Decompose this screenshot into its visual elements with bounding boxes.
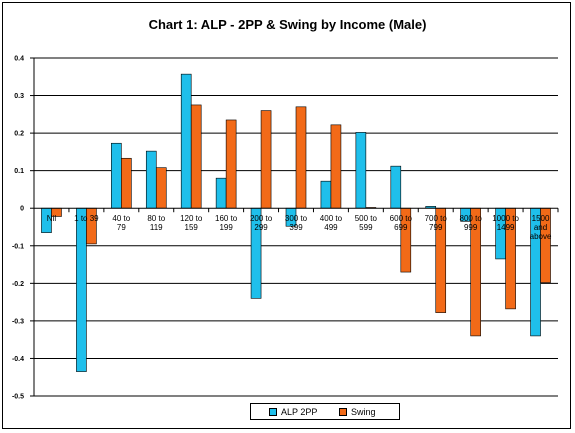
- category-label: 79: [117, 223, 126, 232]
- bar-alp-2pp: [320, 180, 332, 209]
- y-tick-label: -0.3: [12, 318, 24, 325]
- category-label: 40 to: [112, 214, 130, 223]
- category-label: 1499: [497, 223, 515, 232]
- category-label: 160 to: [215, 214, 238, 223]
- legend-item-swing: Swing: [339, 407, 376, 417]
- category-label: 500 to: [355, 214, 378, 223]
- bar-swing: [225, 119, 237, 209]
- bar-alp-2pp: [145, 150, 157, 209]
- category-label: 599: [359, 223, 373, 232]
- y-tick-label: 0.2: [14, 131, 24, 138]
- bar-alp-2pp: [355, 132, 367, 209]
- bar-alp-2pp: [180, 73, 192, 209]
- category-label: 1000 to: [492, 214, 519, 223]
- bar-swing: [155, 167, 167, 209]
- legend-swatch-alp-2pp: [269, 408, 277, 416]
- y-tick-label: -0.4: [12, 356, 24, 363]
- y-tick-label: 0.1: [14, 168, 24, 175]
- category-label: 120 to: [180, 214, 203, 223]
- bar-alp-2pp: [390, 165, 402, 209]
- category-label: 199: [219, 223, 233, 232]
- category-label: 1500: [532, 214, 550, 223]
- category-label: 699: [394, 223, 408, 232]
- category-label: 700 to: [425, 214, 448, 223]
- category-label: and: [534, 223, 547, 232]
- bar-swing: [330, 124, 342, 209]
- category-label: 299: [254, 223, 268, 232]
- legend-item-alp-2pp: ALP 2PP: [269, 407, 317, 417]
- bar-alp-2pp: [111, 142, 122, 209]
- chart-title: Chart 1: ALP - 2PP & Swing by Income (Ma…: [148, 17, 427, 32]
- category-label: 300 to: [285, 214, 308, 223]
- category-label: 400 to: [320, 214, 343, 223]
- category-label: 800 to: [460, 214, 483, 223]
- category-label: 999: [464, 223, 478, 232]
- y-tick-label: -0.2: [12, 281, 24, 288]
- legend-label-alp-2pp: ALP 2PP: [281, 407, 318, 417]
- category-label: Nil: [47, 214, 57, 223]
- category-label: 1 to 39: [74, 214, 99, 223]
- bar-swing: [121, 157, 132, 209]
- legend-swatch-swing: [339, 408, 347, 416]
- category-label: 600 to: [390, 214, 413, 223]
- y-tick-label: 0.3: [14, 93, 24, 100]
- y-tick-label: 0: [20, 206, 24, 213]
- bar-alp-2pp: [76, 207, 87, 372]
- category-label: 200 to: [250, 214, 273, 223]
- category-label: above: [530, 232, 552, 241]
- category-label: 799: [429, 223, 443, 232]
- bar-swing: [260, 110, 272, 209]
- category-label: 159: [185, 223, 199, 232]
- legend-label-swing: Swing: [351, 407, 376, 417]
- legend: ALP 2PP Swing: [250, 403, 400, 420]
- category-label: 80 to: [147, 214, 165, 223]
- category-label: 499: [324, 223, 338, 232]
- category-label: 399: [289, 223, 303, 232]
- y-tick-label: -0.1: [12, 243, 24, 250]
- category-label: 119: [150, 223, 163, 232]
- bar-swing: [295, 106, 307, 209]
- y-tick-label: -0.5: [12, 394, 24, 401]
- y-tick-label: 0.4: [14, 56, 24, 63]
- bar-swing: [190, 104, 202, 209]
- bar-alp-2pp: [215, 177, 227, 209]
